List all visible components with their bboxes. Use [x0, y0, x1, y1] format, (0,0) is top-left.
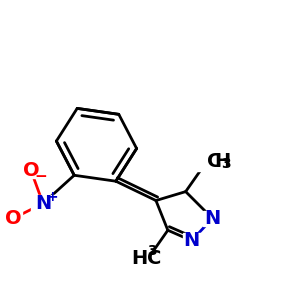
Bar — [183, 233, 200, 248]
Bar — [203, 211, 221, 226]
Bar — [192, 153, 221, 171]
Text: C: C — [147, 249, 162, 268]
Text: O: O — [5, 209, 22, 228]
Text: 3: 3 — [147, 244, 157, 259]
Bar — [31, 195, 55, 212]
Text: 3: 3 — [221, 157, 230, 171]
Text: H: H — [214, 152, 230, 171]
Text: H: H — [131, 249, 147, 268]
Text: N: N — [204, 209, 220, 228]
Text: −: − — [34, 169, 47, 184]
Bar — [22, 164, 40, 178]
Text: C: C — [207, 152, 221, 171]
Bar — [4, 211, 22, 226]
Text: N: N — [184, 231, 200, 250]
Text: +: + — [46, 190, 58, 204]
Bar — [132, 251, 162, 269]
Text: N: N — [35, 194, 51, 213]
Text: O: O — [23, 161, 39, 180]
